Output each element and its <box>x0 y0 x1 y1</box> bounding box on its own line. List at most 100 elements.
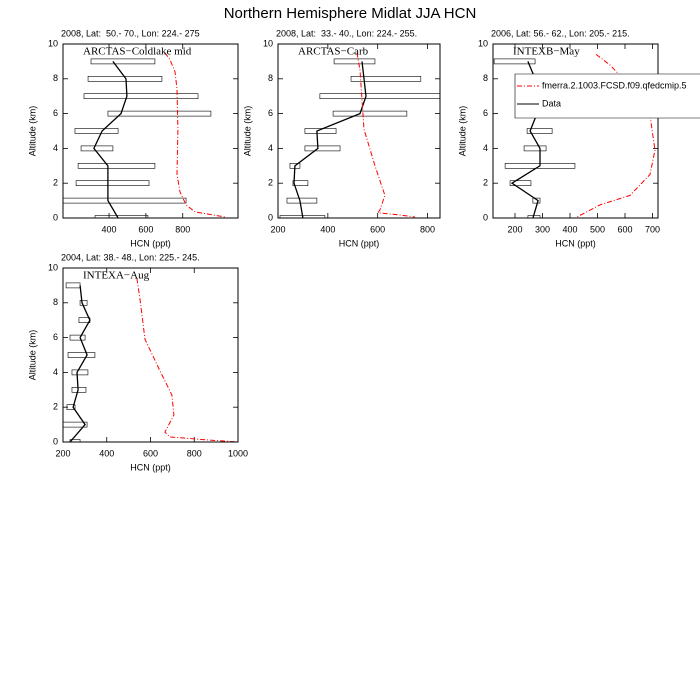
error-bar <box>304 128 337 134</box>
y-axis-label: Altitude (km) <box>27 106 37 157</box>
y-tick-label: 10 <box>48 262 58 272</box>
x-tick-label: 400 <box>99 448 114 458</box>
figure-title: Northern Hemisphere Midlat JJA HCN <box>224 5 477 22</box>
y-tick-label: 4 <box>53 367 58 377</box>
y-tick-label: 0 <box>53 436 58 446</box>
error-bar <box>63 421 88 428</box>
y-tick-label: 4 <box>268 143 273 153</box>
error-bar <box>90 58 156 65</box>
y-tick-label: 2 <box>483 178 488 188</box>
plot-frame <box>62 267 239 443</box>
x-tick-label: 300 <box>535 224 550 234</box>
x-tick-label: 500 <box>590 224 605 234</box>
y-tick-label: 8 <box>268 73 273 83</box>
error-bar <box>107 110 212 117</box>
y-tick-label: 10 <box>48 38 58 48</box>
y-tick-label: 4 <box>483 143 488 153</box>
y-tick-label: 6 <box>53 108 58 118</box>
legend-box <box>514 73 700 119</box>
x-tick-label: 600 <box>138 224 153 234</box>
error-bar <box>66 404 76 411</box>
error-bar <box>493 58 536 65</box>
y-tick-label: 0 <box>483 212 488 222</box>
error-bar <box>77 163 156 169</box>
y-tick-label: 6 <box>483 108 488 118</box>
x-tick-label: 800 <box>420 224 435 234</box>
y-tick-label: 2 <box>53 178 58 188</box>
subtitle: 2008, Lat: 50.- 70., Lon: 224.- 275 <box>61 28 200 38</box>
error-bar <box>333 58 376 65</box>
error-bar <box>292 180 309 186</box>
x-tick-label: 200 <box>55 448 70 458</box>
error-bar <box>286 197 318 204</box>
error-bar <box>83 93 199 99</box>
y-axis-label: Altitude (km) <box>457 106 467 157</box>
x-tick-label: 600 <box>143 448 158 458</box>
error-bar <box>526 128 553 134</box>
subtitle: 2006, Lat: 56.- 62., Lon: 205.- 215. <box>491 28 630 38</box>
model-line <box>164 52 226 218</box>
y-tick-label: 0 <box>268 212 273 222</box>
panel-label: ARCTAS−Carb <box>298 46 369 58</box>
error-bar <box>67 352 96 358</box>
x-tick-label: 600 <box>370 224 385 234</box>
error-bar <box>332 110 408 117</box>
panel-label: INTEXA−Aug <box>83 270 150 282</box>
x-tick-label: 400 <box>320 224 335 234</box>
error-bar <box>304 145 341 152</box>
x-tick-label: 700 <box>645 224 660 234</box>
error-bar <box>532 197 541 204</box>
y-axis-label: Altitude (km) <box>242 106 252 157</box>
panel-label: ARCTAS−Coldlake mid <box>83 46 192 58</box>
y-tick-label: 8 <box>53 73 58 83</box>
y-tick-label: 0 <box>53 212 58 222</box>
x-tick-label: 200 <box>507 224 522 234</box>
y-tick-label: 8 <box>483 73 488 83</box>
x-tick-label: 1000 <box>228 448 248 458</box>
data-line <box>69 285 91 442</box>
x-axis-label: HCN (ppt) <box>339 238 380 248</box>
model-line <box>356 52 415 218</box>
error-bar <box>523 145 547 152</box>
y-tick-label: 4 <box>53 143 58 153</box>
y-tick-label: 10 <box>478 38 488 48</box>
legend-label: fmerra.2.1003.FCSD.f09.qfedcmip.5 <box>542 80 687 90</box>
x-axis-label: HCN (ppt) <box>130 238 171 248</box>
error-bar <box>71 386 87 393</box>
error-bar <box>80 145 114 152</box>
x-axis-label: HCN (ppt) <box>555 238 596 248</box>
plot-frame <box>492 43 659 219</box>
y-tick-label: 10 <box>263 38 273 48</box>
error-bar <box>69 334 86 341</box>
model-line <box>136 278 238 442</box>
x-tick-label: 200 <box>270 224 285 234</box>
plot-frame <box>62 43 239 219</box>
error-bar <box>74 128 119 134</box>
plot-frame <box>277 43 441 219</box>
error-bar <box>71 369 89 376</box>
error-bar <box>94 215 149 218</box>
panel-label: INTEXB−May <box>513 46 580 58</box>
y-tick-label: 6 <box>268 108 273 118</box>
y-tick-label: 2 <box>268 178 273 188</box>
error-bar <box>75 180 150 186</box>
legend-label: Data <box>542 98 561 108</box>
model-line <box>574 54 656 218</box>
x-tick-label: 800 <box>175 224 190 234</box>
data-line <box>93 61 128 218</box>
x-tick-label: 400 <box>102 224 117 234</box>
y-tick-label: 8 <box>53 297 58 307</box>
x-axis-label: HCN (ppt) <box>130 462 171 472</box>
data-line <box>293 61 367 218</box>
x-tick-label: 600 <box>617 224 632 234</box>
y-tick-label: 6 <box>53 332 58 342</box>
error-bar <box>87 76 163 82</box>
error-bar <box>65 282 81 289</box>
x-tick-label: 400 <box>562 224 577 234</box>
error-bar <box>509 180 532 186</box>
y-tick-label: 2 <box>53 402 58 412</box>
y-axis-label: Altitude (km) <box>27 330 37 381</box>
subtitle: 2008, Lat: 33.- 40., Lon: 224.- 255. <box>276 28 417 38</box>
